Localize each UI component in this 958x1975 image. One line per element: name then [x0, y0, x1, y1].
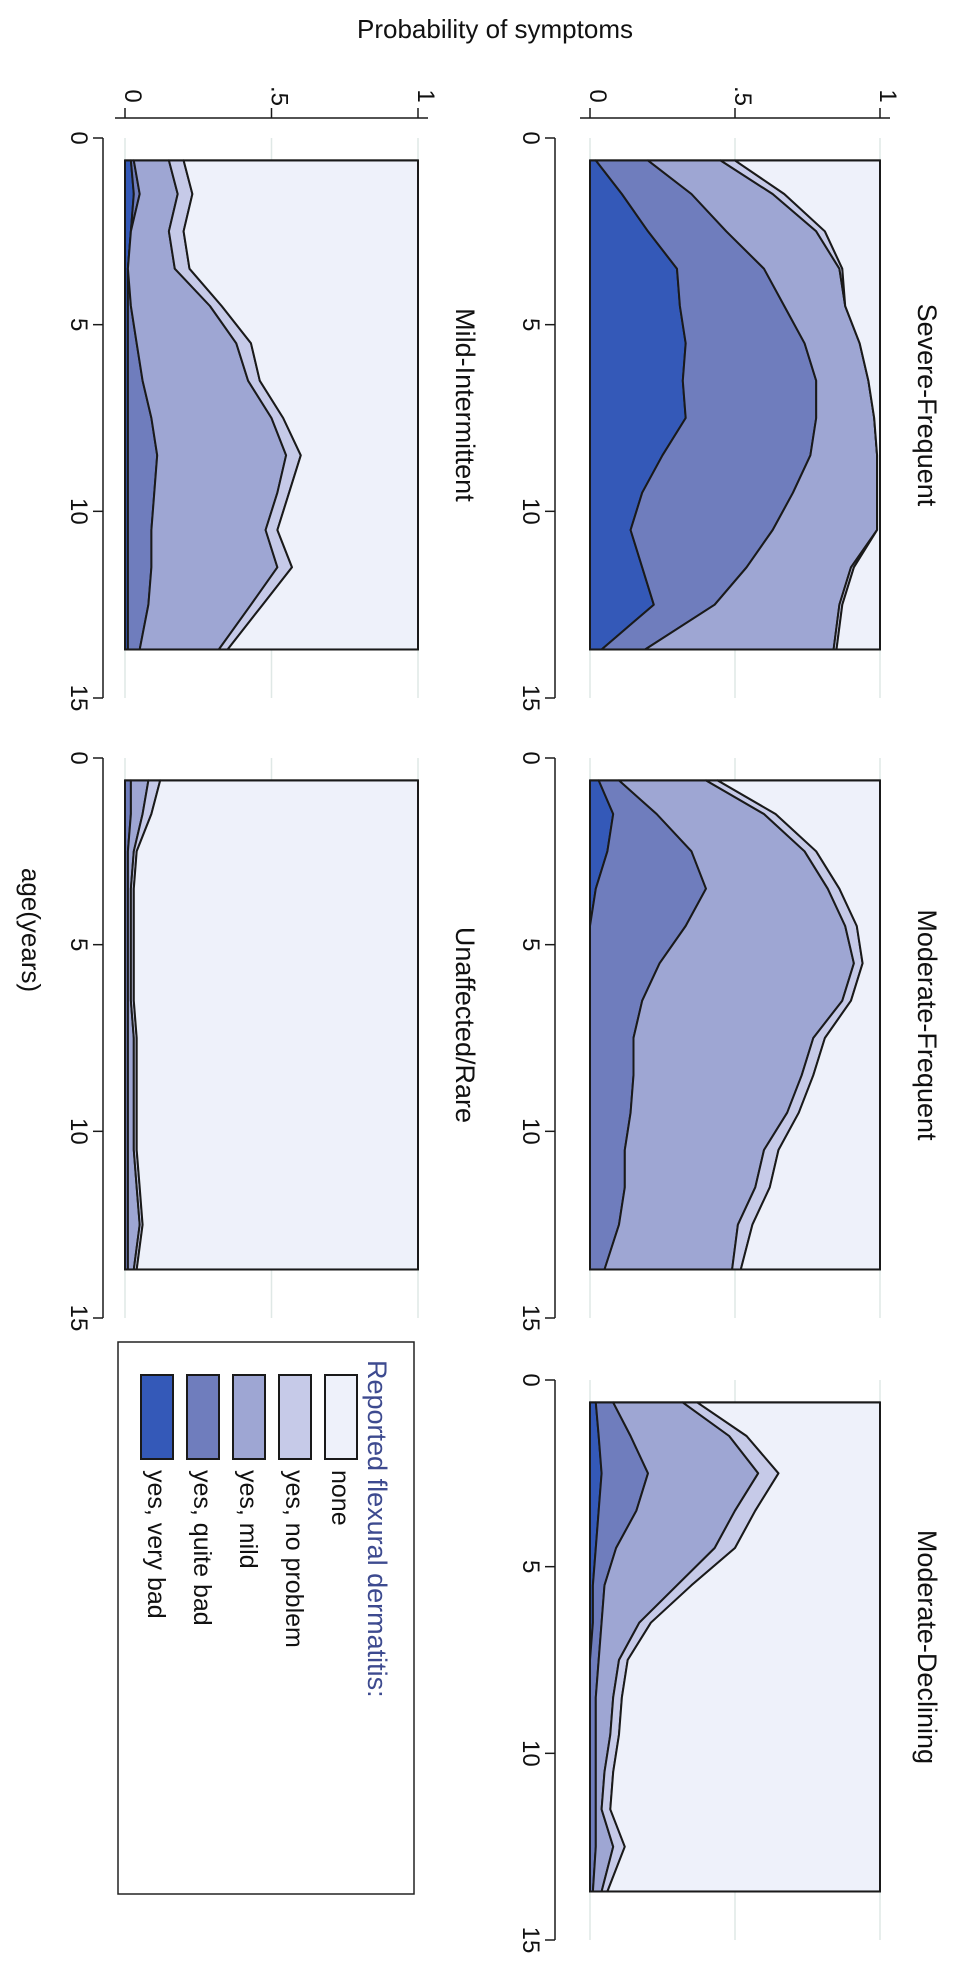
age-tick-label: 0 — [517, 751, 544, 764]
age-tick-label: 0 — [65, 751, 92, 764]
probability-tick-label: .5 — [266, 86, 293, 106]
age-tick-label: 10 — [65, 1118, 92, 1145]
probability-tick-label: 1 — [874, 89, 901, 102]
panel-unaffected-rare: Unaffected/Rare 0 5 10 15 — [65, 751, 480, 1331]
legend-swatch-yes-very-bad — [140, 1374, 174, 1460]
age-tick-label: 5 — [65, 938, 92, 951]
legend-swatch-yes-mild — [232, 1374, 266, 1460]
age-tick-label: 5 — [517, 1560, 544, 1573]
panel-moderate-declining: Moderate-Declining 0 5 10 15 — [517, 1373, 942, 1953]
age-tick-label: 0 — [65, 131, 92, 144]
probability-tick-label: 0 — [584, 89, 611, 102]
age-tick-label: 10 — [517, 1118, 544, 1145]
panel-title: Moderate-Frequent — [912, 909, 942, 1141]
legend-label-yes-very-bad: yes, very bad — [142, 1470, 170, 1619]
age-tick-label: 5 — [517, 938, 544, 951]
legend-label-yes-no-problem: yes, no problem — [280, 1470, 308, 1648]
age-tick-label: 10 — [517, 1740, 544, 1767]
age-tick-label: 5 — [65, 318, 92, 331]
plot-frame — [589, 779, 881, 1271]
legend-label-none: none — [326, 1470, 354, 1526]
probability-tick-label: 0 — [119, 89, 146, 102]
area-band-none — [132, 779, 419, 1271]
legend-swatch-yes-quite-bad — [186, 1374, 220, 1460]
x-axis-title: age(years) — [16, 868, 46, 992]
panel-severe-frequent: Severe-Frequent 0 5 10 15 0 .5 1 — [517, 86, 942, 711]
panel-title: Moderate-Declining — [912, 1530, 942, 1764]
age-tick-label: 5 — [517, 318, 544, 331]
probability-tick-label: 1 — [412, 89, 439, 102]
panel-mild-intermittent: Mild-Intermittent 0 5 10 15 0 .5 1 — [65, 86, 480, 711]
age-tick-label: 15 — [65, 1305, 92, 1332]
legend: Reported flexural dermatitis: none yes, n… — [117, 1341, 415, 1895]
legend-label-yes-quite-bad: yes, quite bad — [188, 1470, 216, 1626]
age-tick-label: 15 — [517, 1927, 544, 1954]
panel-title: Severe-Frequent — [912, 304, 942, 507]
age-tick-label: 15 — [517, 685, 544, 712]
age-tick-label: 0 — [517, 1373, 544, 1386]
y-axis-title: Probability of symptoms — [357, 14, 633, 44]
age-tick-label: 10 — [517, 498, 544, 525]
plot-frame — [589, 1401, 881, 1893]
legend-swatch-none — [324, 1374, 358, 1460]
age-tick-label: 0 — [517, 131, 544, 144]
legend-swatch-yes-no-problem — [278, 1374, 312, 1460]
plot-frame — [589, 159, 881, 651]
plot-frame — [124, 159, 419, 651]
panel-moderate-frequent: Moderate-Frequent 0 5 10 15 — [517, 751, 942, 1331]
legend-title: Reported flexural dermatitis: — [362, 1360, 392, 1698]
age-tick-label: 10 — [65, 498, 92, 525]
panel-title: Mild-Intermittent — [450, 308, 480, 502]
age-tick-label: 15 — [65, 685, 92, 712]
age-tick-label: 15 — [517, 1305, 544, 1332]
probability-tick-label: .5 — [729, 86, 756, 106]
legend-label-yes-mild: yes, mild — [234, 1470, 262, 1569]
plot-frame — [124, 779, 419, 1271]
panel-title: Unaffected/Rare — [450, 927, 480, 1123]
